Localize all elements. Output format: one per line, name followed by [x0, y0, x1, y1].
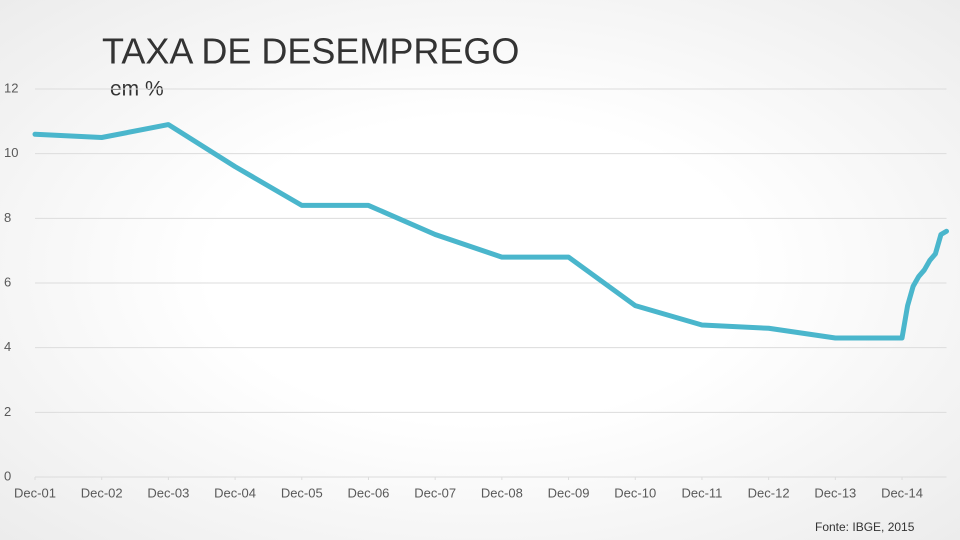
y-tick-label: 12: [4, 80, 18, 95]
source-note: Fonte: IBGE, 2015: [815, 520, 915, 534]
x-tick-label: Dec-05: [281, 485, 323, 500]
x-tick-label: Dec-07: [414, 485, 456, 500]
chart-title: TAXA DE DESEMPREGO: [102, 31, 519, 72]
y-tick-label: 4: [4, 339, 11, 354]
y-tick-label: 0: [4, 468, 11, 483]
y-tick-label: 6: [4, 274, 11, 289]
x-tick-label: Dec-11: [681, 485, 722, 500]
y-tick-label: 10: [4, 145, 18, 160]
x-tick-label: Dec-02: [81, 485, 123, 500]
x-tick-label: Dec-13: [814, 485, 856, 500]
x-tick-label: Dec-04: [214, 485, 256, 500]
x-tick-label: Dec-09: [548, 485, 590, 500]
y-tick-label: 8: [4, 210, 11, 225]
x-tick-label: Dec-12: [748, 485, 790, 500]
x-tick-label: Dec-14: [881, 485, 923, 500]
x-tick-label: Dec-01: [14, 485, 56, 500]
x-tick-label: Dec-06: [348, 485, 390, 500]
x-tick-label: Dec-08: [481, 485, 523, 500]
x-tick-label: Dec-03: [147, 485, 189, 500]
y-tick-label: 2: [4, 404, 11, 419]
data-line: [32, 122, 949, 341]
x-tick-label: Dec-10: [614, 485, 656, 500]
